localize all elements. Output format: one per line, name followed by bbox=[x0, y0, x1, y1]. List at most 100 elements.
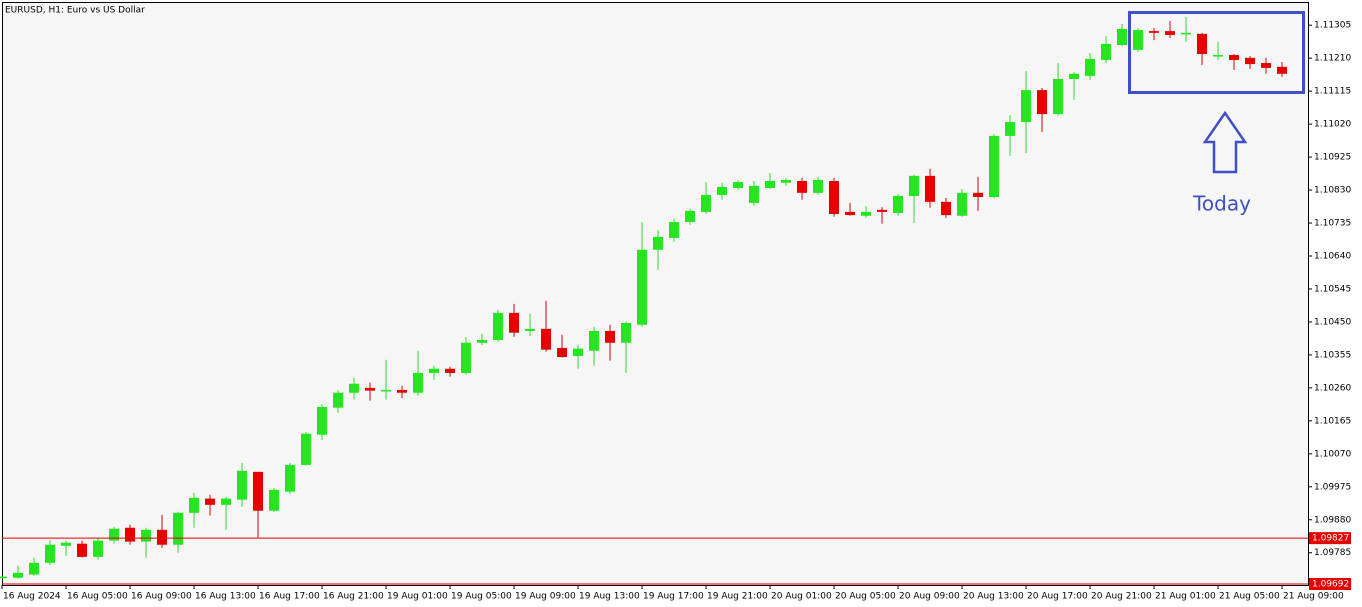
candle-body bbox=[141, 529, 151, 542]
candle-body bbox=[349, 383, 359, 393]
candle-body bbox=[781, 179, 791, 183]
candle-body bbox=[1069, 73, 1079, 80]
candle-body bbox=[829, 181, 839, 215]
candle-body bbox=[317, 406, 327, 435]
candle-body bbox=[733, 182, 743, 188]
candle-body bbox=[477, 339, 487, 343]
x-tick-label: 20 Aug 13:00 bbox=[963, 592, 1024, 602]
candle-body bbox=[1197, 33, 1207, 55]
candle-body bbox=[653, 236, 663, 250]
candle-body bbox=[1149, 31, 1159, 33]
y-tick-label: 1.10260 bbox=[1314, 383, 1351, 393]
candle-body bbox=[925, 175, 935, 202]
candle-body bbox=[909, 175, 919, 196]
x-tick-label: 16 Aug 05:00 bbox=[67, 592, 128, 602]
candle-body bbox=[237, 470, 247, 500]
candle-body bbox=[269, 489, 279, 511]
candle-body bbox=[845, 211, 855, 216]
today-arrow bbox=[1202, 110, 1248, 174]
candle-body bbox=[1245, 57, 1255, 65]
x-tick-label: 20 Aug 17:00 bbox=[1027, 592, 1088, 602]
y-tick-label: 1.10640 bbox=[1314, 251, 1351, 261]
candle-body bbox=[285, 464, 295, 492]
x-tick-label: 19 Aug 13:00 bbox=[579, 592, 640, 602]
candle-body bbox=[365, 387, 375, 391]
candle-body bbox=[45, 544, 55, 563]
x-tick-label: 16 Aug 09:00 bbox=[131, 592, 192, 602]
candle-body bbox=[1229, 55, 1239, 60]
y-tick-label: 1.10450 bbox=[1314, 317, 1351, 327]
candle-body bbox=[77, 543, 87, 557]
x-tick-label: 21 Aug 05:00 bbox=[1219, 592, 1280, 602]
price-tag bbox=[1309, 532, 1351, 545]
candle-body bbox=[61, 542, 71, 546]
candle-body bbox=[685, 210, 695, 222]
candle-body bbox=[605, 330, 615, 343]
y-tick-label: 1.09975 bbox=[1314, 482, 1351, 492]
candle-body bbox=[1101, 43, 1111, 60]
x-tick-label: 20 Aug 09:00 bbox=[899, 592, 960, 602]
candle-body bbox=[13, 572, 23, 578]
candle-body bbox=[573, 348, 583, 356]
candle-body bbox=[893, 195, 903, 213]
candle-body bbox=[413, 372, 423, 393]
candle-body bbox=[989, 135, 999, 197]
price-tag bbox=[1309, 578, 1351, 590]
candle-body bbox=[669, 221, 679, 238]
candle-body bbox=[1005, 122, 1015, 136]
x-tick-label: 19 Aug 09:00 bbox=[515, 592, 576, 602]
candle-body bbox=[1213, 55, 1223, 57]
y-tick-label: 1.10070 bbox=[1314, 449, 1351, 459]
candle-body bbox=[125, 527, 135, 542]
candle-body bbox=[701, 194, 711, 212]
candle-body bbox=[205, 498, 215, 505]
y-tick-label: 1.11020 bbox=[1314, 120, 1351, 130]
candle-body bbox=[861, 211, 871, 216]
candle-body bbox=[797, 181, 807, 193]
candle-body bbox=[973, 192, 983, 197]
candle-body bbox=[253, 471, 263, 511]
candle-body bbox=[173, 512, 183, 545]
price-tag-label: 1.09827 bbox=[1312, 534, 1349, 544]
candle-body bbox=[1277, 66, 1287, 74]
x-tick-label: 16 Aug 17:00 bbox=[259, 592, 320, 602]
candle-body bbox=[461, 342, 471, 373]
x-tick-label: 16 Aug 2024 bbox=[3, 592, 61, 602]
candle-body bbox=[509, 312, 519, 333]
candle-body bbox=[429, 368, 439, 373]
candle-body bbox=[221, 498, 231, 505]
y-tick-label: 1.11210 bbox=[1314, 54, 1351, 64]
candle-body bbox=[717, 186, 727, 195]
candle-body bbox=[877, 209, 887, 212]
annotation: Today bbox=[1192, 192, 1251, 216]
candle-body bbox=[1021, 90, 1031, 123]
candle-body bbox=[397, 389, 407, 393]
chart-title: EURUSD, H1: Euro vs US Dollar bbox=[5, 6, 145, 16]
candle-body bbox=[765, 181, 775, 188]
y-tick-label: 1.10830 bbox=[1314, 186, 1351, 196]
candle-body bbox=[301, 433, 311, 465]
today-box bbox=[1128, 11, 1305, 94]
candle-body bbox=[621, 322, 631, 343]
y-tick-label: 1.10735 bbox=[1314, 219, 1351, 229]
candle-body bbox=[157, 529, 167, 545]
x-tick-label: 19 Aug 05:00 bbox=[451, 592, 512, 602]
x-tick-label: 21 Aug 09:00 bbox=[1283, 592, 1344, 602]
y-tick-label: 1.10355 bbox=[1314, 350, 1351, 360]
candle-body bbox=[1133, 30, 1143, 50]
candle-body bbox=[381, 389, 391, 392]
candle-body bbox=[557, 347, 567, 357]
candle-body bbox=[1261, 63, 1271, 68]
candle-body bbox=[525, 328, 535, 331]
candle-body bbox=[0, 576, 7, 579]
candle-body bbox=[957, 192, 967, 216]
x-tick-label: 20 Aug 01:00 bbox=[771, 592, 832, 602]
candle-body bbox=[1037, 90, 1047, 115]
plot-area bbox=[2, 2, 1309, 586]
candle-body bbox=[29, 562, 39, 575]
candle-body bbox=[541, 328, 551, 350]
price-tag-label: 1.09692 bbox=[1312, 580, 1349, 590]
y-tick-label: 1.10545 bbox=[1314, 284, 1351, 294]
y-tick-label: 1.09785 bbox=[1314, 548, 1351, 558]
candle-body bbox=[93, 540, 103, 557]
